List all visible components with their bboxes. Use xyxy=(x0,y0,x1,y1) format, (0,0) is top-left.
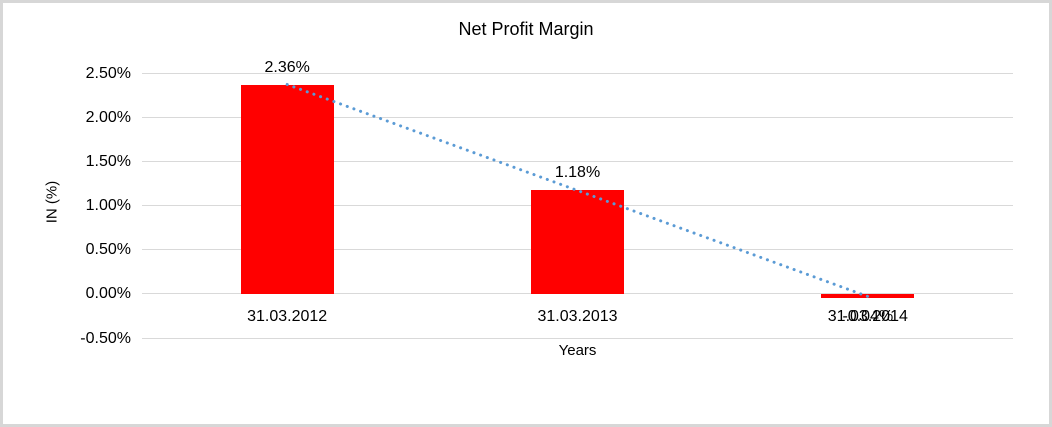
bar xyxy=(240,85,334,294)
x-tick-label: 31.03.2013 xyxy=(537,308,618,325)
bar xyxy=(821,293,915,299)
y-tick-label: -0.50% xyxy=(80,329,131,347)
y-tick-label: 2.50% xyxy=(85,64,131,82)
y-tick-label: 0.00% xyxy=(85,285,131,303)
data-label: -0.04% xyxy=(842,308,894,326)
x-tick-label: 31.03.2014 xyxy=(827,308,908,325)
x-axis-title: Years xyxy=(558,342,597,359)
data-label: 2.36% xyxy=(264,59,310,77)
y-tick-label: 2.00% xyxy=(85,108,131,126)
y-tick-label: 1.00% xyxy=(85,197,131,214)
y-tick-label: 0.50% xyxy=(85,241,131,259)
chart-title: Net Profit Margin xyxy=(458,19,594,39)
bar xyxy=(531,189,624,294)
x-tick-label: 31.03.2012 xyxy=(247,308,328,325)
gridline xyxy=(142,337,1013,339)
y-tick-label: 1.50% xyxy=(85,152,131,170)
data-label: 1.18% xyxy=(554,163,601,181)
gridline xyxy=(142,72,1013,74)
